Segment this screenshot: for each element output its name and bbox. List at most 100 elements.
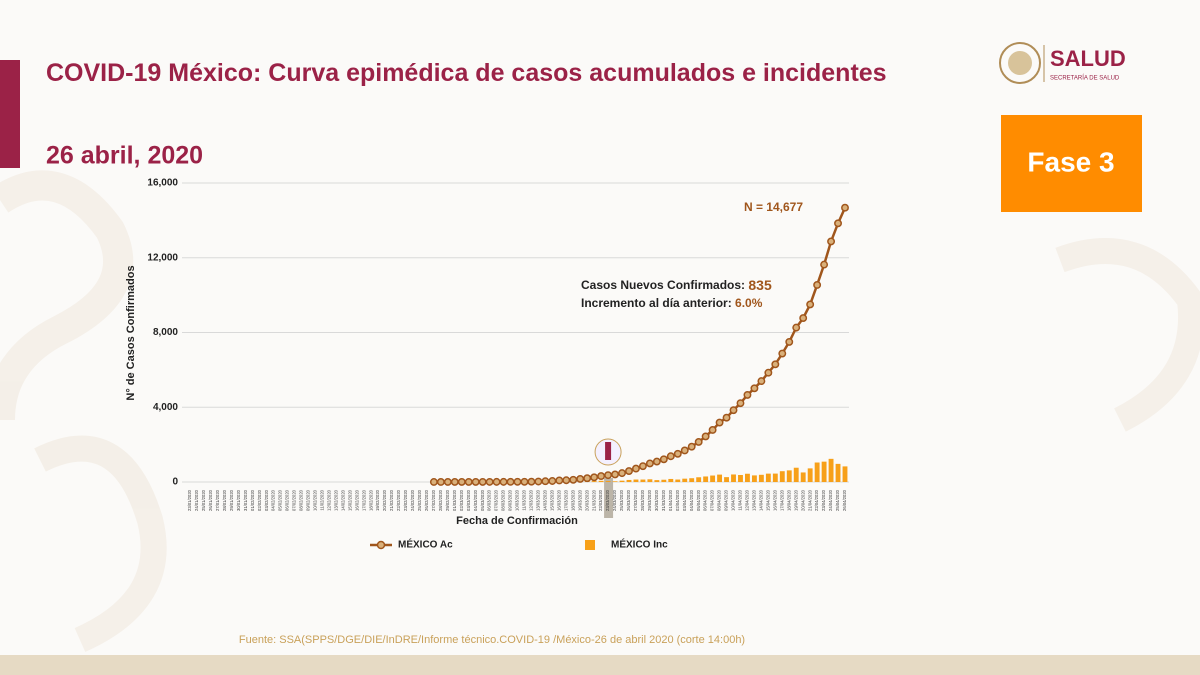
- x-tick-label: 25/04/2020: [835, 489, 840, 511]
- x-tick-label: 18/04/2020: [786, 489, 791, 511]
- line-marker: [792, 323, 801, 332]
- phase-icon-figure: [605, 442, 612, 460]
- x-tick-label: 19/04/2020: [793, 489, 798, 511]
- line-marker: [806, 300, 815, 309]
- source-note: Fuente: SSA(SPPS/DGE/DIE/InDRE/Informe t…: [239, 634, 745, 646]
- line-marker: [659, 455, 668, 464]
- phase-marker: [604, 478, 614, 518]
- line-marker: [687, 442, 696, 451]
- y-tick-label: 4,000: [153, 402, 178, 413]
- phase-label: Fase 3: [1027, 146, 1114, 177]
- bar: [668, 478, 674, 482]
- bar: [703, 476, 709, 482]
- x-tick-label: 31/03/2020: [661, 489, 666, 511]
- line-marker: [722, 413, 731, 422]
- x-tick-label: 08/04/2020: [717, 489, 722, 511]
- line-marker: [715, 418, 724, 427]
- y-axis-label: N° de Casos Confirmados: [125, 265, 137, 400]
- x-tick-label: 09/04/2020: [724, 489, 729, 511]
- line-marker: [757, 377, 766, 386]
- x-tick-label: 09/03/2020: [508, 489, 513, 511]
- x-tick-label: 16/04/2020: [772, 489, 777, 511]
- bar: [751, 475, 757, 482]
- x-tick-label: 17/02/2020: [361, 489, 366, 511]
- bar: [661, 479, 667, 482]
- line-marker: [841, 203, 849, 212]
- line-marker: [701, 432, 710, 441]
- x-tick-label: 07/02/2020: [292, 489, 297, 511]
- line-marker: [443, 477, 452, 486]
- line-marker: [520, 477, 529, 486]
- x-tick-label: 18/02/2020: [368, 489, 373, 511]
- x-tick-label: 28/01/2020: [222, 489, 227, 511]
- x-tick-label: 29/03/2020: [647, 489, 652, 511]
- x-tick-label: 30/03/2020: [654, 489, 659, 511]
- line-marker: [771, 360, 780, 369]
- x-tick-label: 02/02/2020: [257, 489, 262, 511]
- line-marker: [820, 260, 829, 269]
- x-tick-label: 06/02/2020: [285, 489, 290, 511]
- line-marker: [638, 462, 647, 471]
- x-tick-label: 02/03/2020: [459, 489, 464, 511]
- x-tick-label: 13/02/2020: [333, 489, 338, 511]
- x-tick-label: 11/04/2020: [738, 489, 743, 510]
- x-tick-label: 05/02/2020: [278, 489, 283, 511]
- line-marker: [729, 406, 738, 415]
- bar: [758, 474, 764, 482]
- accent-bar: [0, 60, 20, 168]
- bar: [633, 479, 639, 482]
- line-marker: [799, 314, 808, 323]
- line-marker: [750, 384, 759, 393]
- line-marker: [625, 467, 633, 476]
- bar: [626, 479, 632, 482]
- legend-swatch: [585, 540, 595, 550]
- line-marker: [548, 477, 557, 485]
- x-tick-label: 23/04/2020: [821, 489, 826, 511]
- x-tick-label: 08/02/2020: [299, 489, 304, 511]
- slide-title: COVID-19 México: Curva epimédica de caso…: [46, 59, 887, 87]
- x-tick-label: 24/04/2020: [828, 489, 833, 511]
- x-tick-label: 22/02/2020: [396, 489, 401, 511]
- x-tick-label: 13/04/2020: [752, 489, 757, 511]
- bar: [786, 470, 792, 482]
- x-tick-label: 14/03/2020: [542, 489, 547, 511]
- x-tick-label: 13/03/2020: [536, 489, 541, 511]
- x-tick-label: 07/04/2020: [710, 489, 715, 511]
- x-tick-label: 05/03/2020: [480, 489, 485, 511]
- x-tick-label: 29/02/2020: [445, 489, 450, 511]
- x-tick-label: 03/03/2020: [466, 489, 471, 511]
- line-marker: [429, 478, 438, 486]
- x-tick-label: 20/02/2020: [382, 489, 387, 511]
- x-tick-label: 31/01/2020: [243, 489, 248, 511]
- line-marker: [569, 475, 578, 484]
- line-marker: [471, 477, 480, 486]
- increment-annotation: Incremento al día anterior: 6.0%: [581, 296, 763, 310]
- x-tick-label: 06/04/2020: [703, 489, 708, 511]
- line-marker: [541, 477, 550, 486]
- x-tick-label: 15/02/2020: [347, 489, 352, 511]
- line-marker: [764, 368, 773, 377]
- bar: [675, 479, 681, 482]
- line-marker: [506, 477, 515, 486]
- x-tick-label: 22/04/2020: [814, 489, 819, 511]
- x-tick-label: 03/04/2020: [682, 489, 687, 511]
- legend-marker: [376, 540, 386, 550]
- x-tick-label: 19/02/2020: [375, 489, 380, 511]
- bar: [814, 462, 820, 482]
- line-marker: [827, 237, 836, 246]
- x-tick-label: 10/02/2020: [313, 489, 318, 511]
- new-cases-annotation: Casos Nuevos Confirmados: 835: [581, 277, 772, 293]
- line-marker: [632, 464, 640, 473]
- line-marker: [618, 469, 626, 478]
- line-marker: [785, 337, 794, 346]
- line-marker: [597, 472, 606, 481]
- line-marker: [645, 459, 654, 468]
- line-marker: [604, 471, 613, 480]
- x-tick-label: 16/03/2020: [556, 489, 561, 511]
- logo-emblem: [999, 42, 1041, 84]
- logo-emblem-inner: [1008, 51, 1032, 75]
- x-tick-label: 30/01/2020: [236, 489, 241, 511]
- bar: [745, 473, 750, 482]
